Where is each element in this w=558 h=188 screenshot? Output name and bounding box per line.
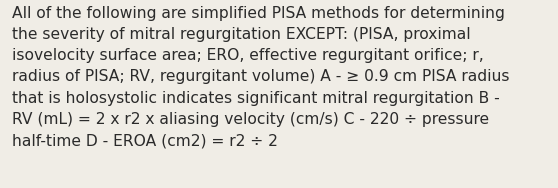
Text: All of the following are simplified PISA methods for determining
the severity of: All of the following are simplified PISA… xyxy=(12,6,510,148)
